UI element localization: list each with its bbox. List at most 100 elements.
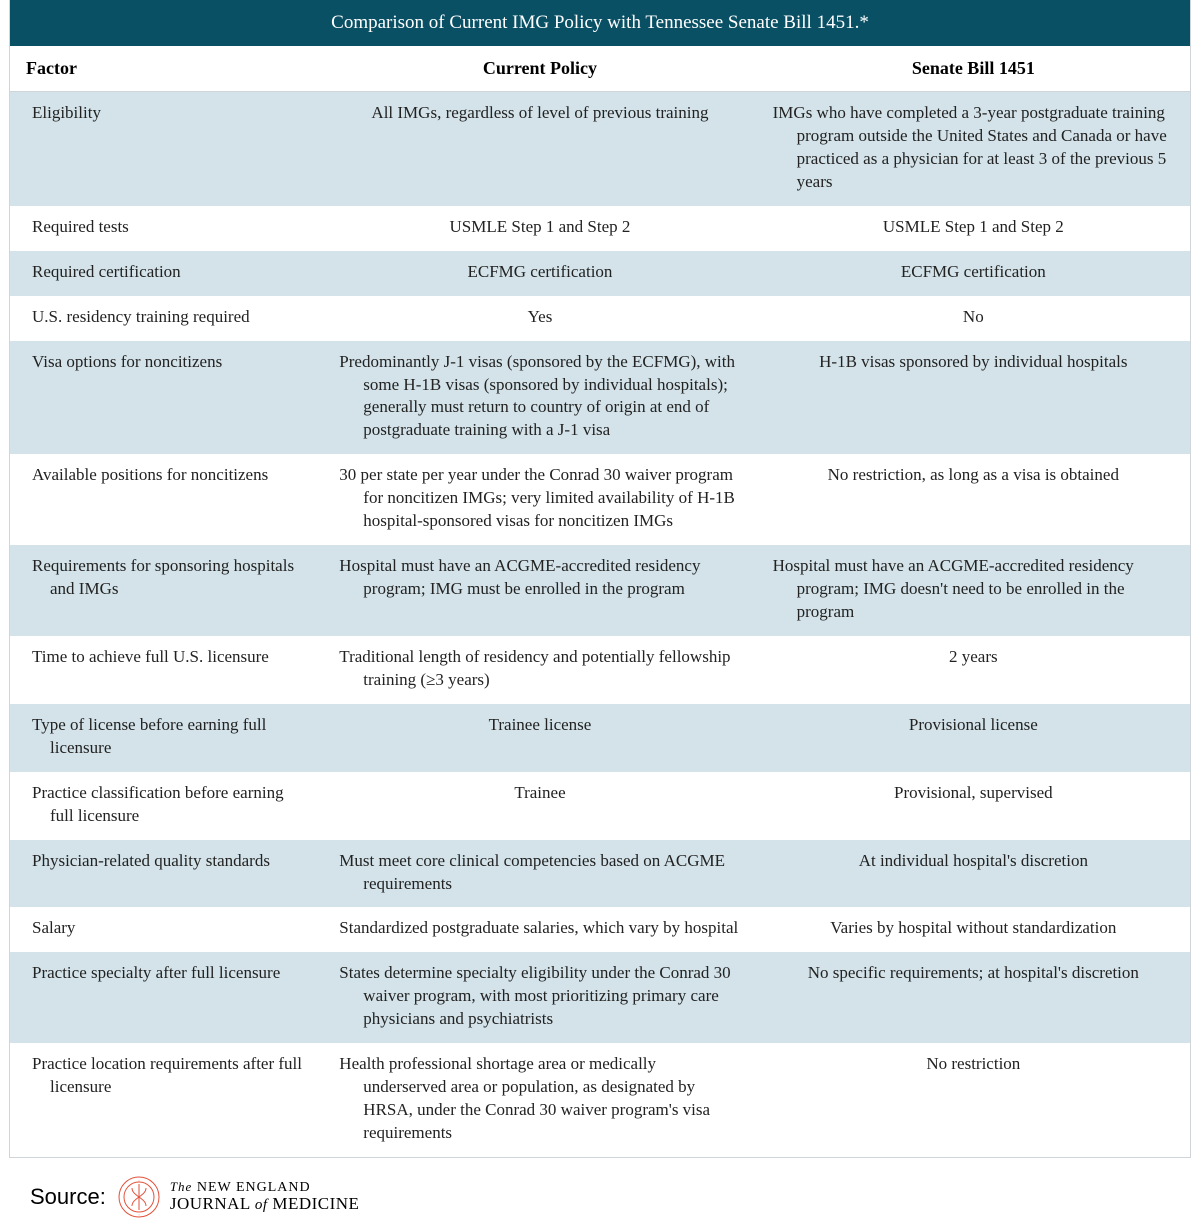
table-row: Practice location requirements after ful… xyxy=(10,1043,1190,1157)
table-title: Comparison of Current IMG Policy with Te… xyxy=(10,0,1190,46)
current-text: USMLE Step 1 and Step 2 xyxy=(339,216,740,239)
svg-text:•: • xyxy=(138,1179,139,1183)
table-row: EligibilityAll IMGs, regardless of level… xyxy=(10,92,1190,206)
source-row: Source: • • The NEW ENGLAND JOURNAL of M… xyxy=(0,1158,1200,1228)
col-header-bill: Senate Bill 1451 xyxy=(757,46,1190,92)
table-row: Required tests USMLE Step 1 and Step 2 USM… xyxy=(10,206,1190,251)
factor-text: Practice specialty after full licensure xyxy=(32,962,307,985)
table-row: Requirements for sponsoring hospitals an… xyxy=(10,545,1190,636)
cell-current: Hospital must have an ACGME-accredited r… xyxy=(323,545,756,636)
table-row: Required certification ECFMG certificatio… xyxy=(10,251,1190,296)
cell-factor: Available positions for noncitizens xyxy=(10,454,323,545)
cell-factor: Eligibility xyxy=(10,92,323,206)
cell-factor: Practice location requirements after ful… xyxy=(10,1043,323,1157)
table-row: Physician-related quality standards Must … xyxy=(10,840,1190,908)
cell-bill: USMLE Step 1 and Step 2 xyxy=(757,206,1190,251)
cell-bill: Varies by hospital without standardizati… xyxy=(757,907,1190,952)
bill-text: No restriction xyxy=(773,1053,1174,1076)
cell-factor: Practice classification before earning f… xyxy=(10,772,323,840)
nejm-new-england: NEW ENGLAND xyxy=(197,1180,311,1195)
comparison-table-container: Comparison of Current IMG Policy with Te… xyxy=(9,0,1191,1158)
bill-text: Provisional, supervised xyxy=(773,782,1174,805)
current-text: States determine specialty eligibility u… xyxy=(339,962,740,1031)
factor-text: Salary xyxy=(32,917,307,940)
cell-bill: H-1B visas sponsored by individual hospi… xyxy=(757,341,1190,455)
table-row: Time to achieve full U.S. licensure Tradi… xyxy=(10,636,1190,704)
col-header-current: Current Policy xyxy=(323,46,756,92)
bill-text: No specific requirements; at hospital's … xyxy=(773,962,1174,985)
nejm-logo: • • The NEW ENGLAND JOURNAL of MEDICINE xyxy=(118,1176,360,1218)
cell-bill: Provisional license xyxy=(757,704,1190,772)
factor-text: Practice classification before earning f… xyxy=(32,782,307,828)
cell-bill: No specific requirements; at hospital's … xyxy=(757,952,1190,1043)
cell-bill: IMGs who have completed a 3-year postgra… xyxy=(757,92,1190,206)
cell-current: ECFMG certification xyxy=(323,251,756,296)
comparison-table: Factor Current Policy Senate Bill 1451 E… xyxy=(10,46,1190,1157)
current-text: Yes xyxy=(339,306,740,329)
cell-factor: Required certification xyxy=(10,251,323,296)
cell-current: Standardized postgraduate salaries, whic… xyxy=(323,907,756,952)
factor-text: Time to achieve full U.S. licensure xyxy=(32,646,307,669)
table-row: Available positions for noncitizens 30 pe… xyxy=(10,454,1190,545)
cell-factor: Type of license before earning full lice… xyxy=(10,704,323,772)
cell-current: Must meet core clinical competencies bas… xyxy=(323,840,756,908)
current-text: Traditional length of residency and pote… xyxy=(339,646,740,692)
nejm-line1: The NEW ENGLAND xyxy=(170,1180,360,1196)
table-row: Practice specialty after full licensure S… xyxy=(10,952,1190,1043)
cell-bill: ECFMG certification xyxy=(757,251,1190,296)
cell-factor: Salary xyxy=(10,907,323,952)
current-text: Hospital must have an ACGME-accredited r… xyxy=(339,555,740,601)
cell-current: Trainee xyxy=(323,772,756,840)
cell-factor: Time to achieve full U.S. licensure xyxy=(10,636,323,704)
nejm-of: of xyxy=(255,1197,268,1213)
bill-text: ECFMG certification xyxy=(773,261,1174,284)
bill-text: 2 years xyxy=(773,646,1174,669)
bill-text: At individual hospital's discretion xyxy=(773,850,1174,873)
bill-text: USMLE Step 1 and Step 2 xyxy=(773,216,1174,239)
svg-text:•: • xyxy=(138,1213,139,1217)
nejm-the: The xyxy=(170,1179,193,1194)
cell-factor: Visa options for noncitizens xyxy=(10,341,323,455)
factor-text: Eligibility xyxy=(32,102,307,125)
cell-factor: Practice specialty after full licensure xyxy=(10,952,323,1043)
bill-text: Varies by hospital without standardizati… xyxy=(773,917,1174,940)
factor-text: Required certification xyxy=(32,261,307,284)
nejm-seal-icon: • • xyxy=(118,1176,160,1218)
factor-text: Available positions for noncitizens xyxy=(32,464,307,487)
source-label: Source: xyxy=(30,1184,106,1210)
cell-current: States determine specialty eligibility u… xyxy=(323,952,756,1043)
factor-text: Physician-related quality standards xyxy=(32,850,307,873)
col-header-factor: Factor xyxy=(10,46,323,92)
bill-text: No xyxy=(773,306,1174,329)
current-text: 30 per state per year under the Conrad 3… xyxy=(339,464,740,533)
table-row: Type of license before earning full lice… xyxy=(10,704,1190,772)
current-text: Trainee xyxy=(339,782,740,805)
bill-text: H-1B visas sponsored by individual hospi… xyxy=(773,351,1174,374)
factor-text: Practice location requirements after ful… xyxy=(32,1053,307,1099)
nejm-journal: JOURNAL xyxy=(170,1194,250,1213)
current-text: Standardized postgraduate salaries, whic… xyxy=(339,917,740,940)
cell-current: USMLE Step 1 and Step 2 xyxy=(323,206,756,251)
cell-current: Yes xyxy=(323,296,756,341)
current-text: ECFMG certification xyxy=(339,261,740,284)
cell-current: Traditional length of residency and pote… xyxy=(323,636,756,704)
factor-text: Requirements for sponsoring hospitals an… xyxy=(32,555,307,601)
bill-text: No restriction, as long as a visa is obt… xyxy=(773,464,1174,487)
cell-bill: At individual hospital's discretion xyxy=(757,840,1190,908)
current-text: Trainee license xyxy=(339,714,740,737)
factor-text: Visa options for noncitizens xyxy=(32,351,307,374)
cell-bill: No restriction xyxy=(757,1043,1190,1157)
table-body: EligibilityAll IMGs, regardless of level… xyxy=(10,92,1190,1157)
cell-bill: 2 years xyxy=(757,636,1190,704)
current-text: Predominantly J-1 visas (sponsored by th… xyxy=(339,351,740,443)
cell-current: Trainee license xyxy=(323,704,756,772)
cell-factor: U.S. residency training required xyxy=(10,296,323,341)
bill-text: Hospital must have an ACGME-accredited r… xyxy=(773,555,1174,624)
cell-factor: Required tests xyxy=(10,206,323,251)
factor-text: U.S. residency training required xyxy=(32,306,307,329)
cell-factor: Physician-related quality standards xyxy=(10,840,323,908)
nejm-medicine: MEDICINE xyxy=(272,1194,359,1213)
factor-text: Required tests xyxy=(32,216,307,239)
cell-bill: No restriction, as long as a visa is obt… xyxy=(757,454,1190,545)
nejm-text: The NEW ENGLAND JOURNAL of MEDICINE xyxy=(170,1180,360,1214)
